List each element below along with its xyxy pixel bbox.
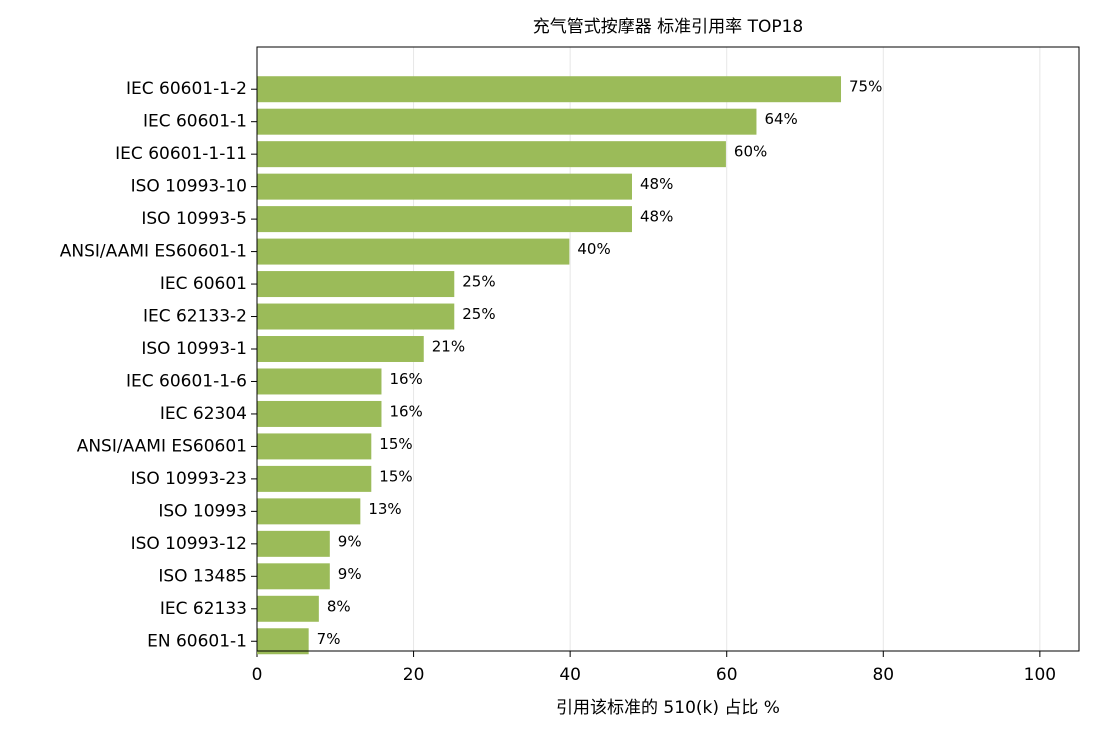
y-tick-label: IEC 62133-2 [143, 307, 247, 327]
bar [257, 108, 757, 135]
bar [257, 206, 632, 233]
y-tick-label: ISO 10993-5 [141, 209, 247, 229]
y-tick-label: IEC 62304 [160, 404, 247, 424]
value-label: 16% [389, 402, 422, 420]
value-label: 64% [764, 110, 797, 128]
bar [257, 530, 330, 557]
value-label: 40% [577, 240, 610, 258]
y-tick-label: ISO 10993-12 [131, 534, 247, 554]
y-tick-label: IEC 62133 [160, 599, 247, 619]
y-tick-label: ISO 10993-10 [131, 177, 247, 197]
value-label: 48% [640, 175, 673, 193]
plot-frame [256, 46, 1080, 652]
x-axis-label: 引用该标准的 510(k) 占比 % [556, 698, 780, 718]
y-tick-label: ISO 10993-1 [141, 339, 247, 359]
bar [257, 628, 309, 655]
value-label: 13% [368, 500, 401, 518]
value-label: 25% [462, 273, 495, 291]
y-tick-label: ANSI/AAMI ES60601-1 [60, 242, 247, 262]
x-tick-label: 20 [403, 665, 425, 685]
bar [257, 141, 726, 168]
bar [257, 400, 382, 427]
bar [257, 238, 570, 265]
y-tick-label: ISO 13485 [158, 566, 247, 586]
bar [257, 563, 330, 590]
chart-title: 充气管式按摩器 标准引用率 TOP18 [533, 17, 803, 37]
bar [257, 465, 372, 492]
x-tick-label: 80 [872, 665, 894, 685]
value-label: 60% [734, 143, 767, 161]
bar [257, 498, 361, 525]
value-label: 16% [389, 370, 422, 388]
y-tick-label: IEC 60601 [160, 274, 247, 294]
bar [257, 303, 455, 330]
bar [257, 336, 424, 362]
x-tick-label: 0 [252, 665, 263, 685]
x-tick-label: 100 [1024, 665, 1056, 685]
value-label: 9% [338, 565, 362, 583]
x-tick-label: 40 [559, 665, 581, 685]
bar [257, 433, 372, 460]
value-label: 21% [432, 338, 465, 356]
y-tick-label: IEC 60601-1 [143, 112, 247, 132]
y-tick-label: ISO 10993 [158, 501, 247, 521]
value-label: 7% [317, 630, 341, 648]
value-label: 75% [849, 78, 882, 96]
bar [257, 368, 382, 395]
bar [257, 76, 842, 103]
y-tick-label: ANSI/AAMI ES60601 [77, 436, 247, 456]
value-label: 15% [379, 435, 412, 453]
value-label: 15% [379, 467, 412, 485]
value-label: 48% [640, 208, 673, 226]
y-tick-label: ISO 10993-23 [131, 469, 247, 489]
bar [257, 173, 632, 200]
y-tick-label: EN 60601-1 [147, 631, 247, 651]
value-label: 8% [327, 597, 351, 615]
y-tick-label: IEC 60601-1-11 [115, 144, 247, 164]
y-tick-label: IEC 60601-1-2 [126, 79, 247, 99]
y-tick-label: IEC 60601-1-6 [126, 371, 247, 391]
bar [257, 595, 319, 622]
x-tick-label: 60 [716, 665, 738, 685]
value-label: 25% [462, 305, 495, 323]
bar [257, 271, 455, 298]
value-label: 9% [338, 532, 362, 550]
